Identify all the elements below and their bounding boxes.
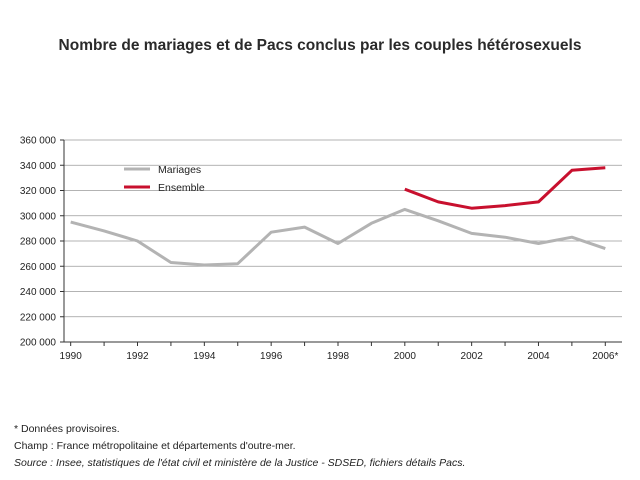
- y-tick-label: 300 000: [20, 211, 57, 222]
- y-tick-label: 240 000: [20, 287, 57, 298]
- series-lines: [70, 166, 606, 267]
- x-tick-label: 1996: [260, 351, 283, 362]
- chart-title: Nombre de mariages et de Pacs conclus pa…: [58, 37, 582, 54]
- line-chart: 200 000 220 000 240 000 260 000 280 000 300 0…: [20, 136, 622, 362]
- y-tick-label: 340 000: [20, 161, 57, 172]
- y-axis-ticks: 200 000 220 000 240 000 260 000 280 000 300 0…: [20, 136, 64, 349]
- y-tick-label: 200 000: [20, 338, 57, 349]
- footnote-scope: Champ : France métropolitaine et départe…: [14, 440, 296, 452]
- y-tick-label: 260 000: [20, 262, 57, 273]
- x-tick-label: 2006*: [592, 351, 618, 362]
- x-tick-label: 2000: [394, 351, 417, 362]
- legend: Mariages Ensemble: [124, 164, 205, 194]
- x-tick-label: 1998: [327, 351, 350, 362]
- footnote-source: Source : Insee, statistiques de l'état c…: [14, 457, 466, 469]
- series-line-ensemble: [404, 166, 606, 210]
- x-tick-label: 1990: [60, 351, 83, 362]
- x-tick-label: 2004: [527, 351, 550, 362]
- x-tick-label: 1994: [193, 351, 216, 362]
- legend-label-ensemble: Ensemble: [158, 182, 205, 194]
- series-line-mariages: [70, 207, 606, 267]
- legend-label-mariages: Mariages: [158, 164, 201, 176]
- y-tick-label: 220 000: [20, 312, 57, 323]
- footnotes: * Données provisoires. Champ : France mé…: [14, 421, 465, 472]
- y-tick-label: 360 000: [20, 136, 57, 147]
- footnote-provisional: * Données provisoires.: [14, 423, 120, 435]
- y-tick-label: 320 000: [20, 186, 57, 197]
- x-tick-label: 2002: [461, 351, 484, 362]
- x-axis-ticks: 1990 1992 1994 1996 1998 2000 2002 2004 2006*: [60, 342, 618, 362]
- y-tick-label: 280 000: [20, 237, 57, 248]
- x-tick-label: 1992: [126, 351, 149, 362]
